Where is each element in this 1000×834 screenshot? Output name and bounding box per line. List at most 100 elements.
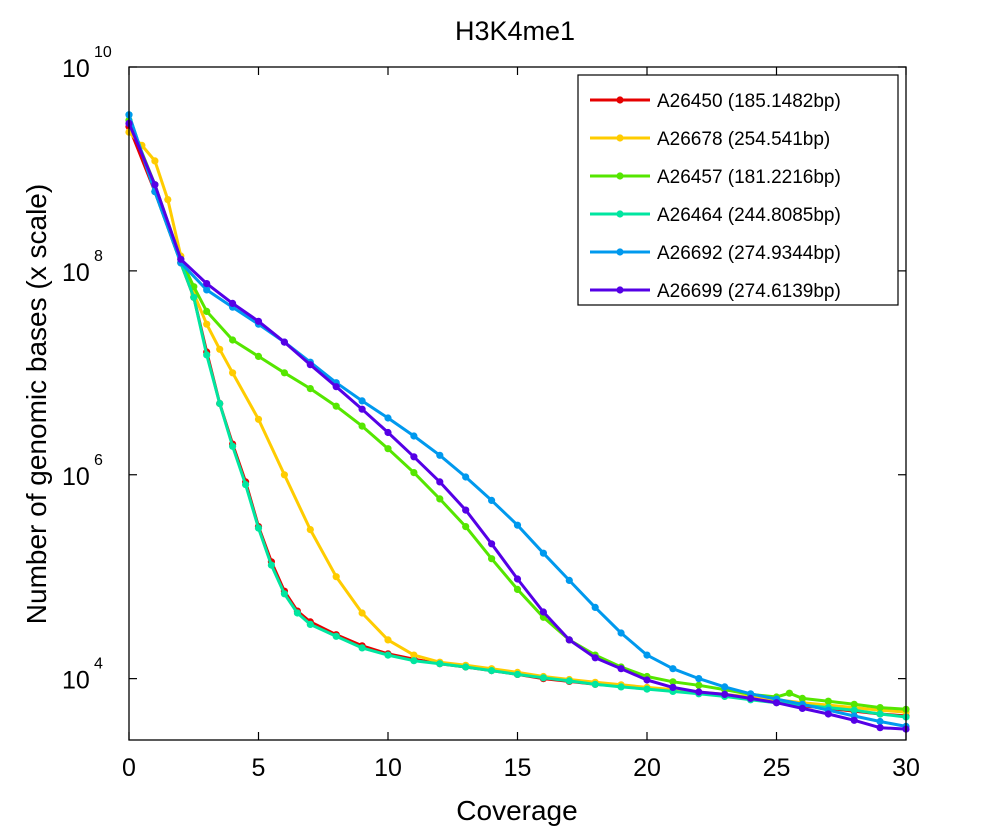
- data-point: [565, 636, 573, 644]
- data-point: [876, 717, 884, 726]
- data-point: [747, 694, 755, 703]
- data-point: [824, 697, 832, 705]
- data-point: [591, 680, 599, 688]
- data-point: [358, 609, 366, 617]
- data-point: [254, 317, 263, 325]
- data-point: [798, 694, 807, 703]
- legend-label: A26699 (274.6139bp): [657, 281, 841, 302]
- data-point: [488, 540, 496, 548]
- data-point: [229, 336, 237, 344]
- data-point: [306, 526, 314, 534]
- data-point: [876, 710, 884, 718]
- data-point: [229, 369, 237, 377]
- data-point: [151, 157, 159, 165]
- data-point: [721, 690, 729, 699]
- data-point: [436, 495, 444, 503]
- chart-title: H3K4me1: [455, 16, 575, 46]
- legend-label: A26450 (185.1482bp): [657, 91, 841, 112]
- legend-box: [577, 74, 899, 306]
- y-tick-label: 10: [62, 259, 90, 287]
- legend-marker: [616, 96, 624, 104]
- data-point: [488, 667, 496, 675]
- data-point: [384, 445, 392, 453]
- data-point: [384, 636, 392, 644]
- data-point: [384, 414, 392, 422]
- data-point: [203, 280, 211, 288]
- data-point: [721, 683, 729, 691]
- data-point: [643, 676, 651, 684]
- data-point: [229, 299, 237, 307]
- y-tick-label: 10: [62, 463, 90, 491]
- data-point: [617, 665, 625, 673]
- data-point: [436, 660, 444, 668]
- data-point: [669, 683, 677, 692]
- data-point: [462, 506, 470, 514]
- data-point: [876, 724, 884, 732]
- data-point: [513, 585, 522, 594]
- data-point: [513, 575, 522, 583]
- data-point: [280, 471, 288, 479]
- data-point: [565, 576, 573, 585]
- data-point: [850, 700, 858, 708]
- data-point: [384, 428, 392, 437]
- data-point: [513, 521, 522, 529]
- data-point: [242, 481, 250, 489]
- data-point: [384, 651, 392, 659]
- legend-label: A26464 (244.8085bp): [657, 205, 841, 226]
- legend-label: A26678 (254.541bp): [657, 129, 830, 150]
- data-point: [617, 629, 625, 637]
- data-point: [798, 704, 807, 713]
- data-point: [850, 706, 858, 714]
- data-point: [358, 422, 366, 430]
- data-point: [695, 675, 703, 683]
- data-point: [695, 688, 703, 696]
- data-point: [190, 293, 198, 301]
- data-point: [267, 561, 275, 569]
- y-tick-label: 10: [62, 667, 90, 695]
- data-point: [151, 181, 159, 189]
- data-point: [462, 663, 470, 671]
- y-tick-exponent: 4: [94, 656, 103, 673]
- data-point: [539, 549, 548, 557]
- data-point: [280, 369, 288, 377]
- data-point: [513, 670, 522, 679]
- legend: A26450 (185.1482bp) A26678 (254.541bp) A26…: [577, 74, 899, 306]
- data-point: [216, 345, 224, 353]
- data-point: [462, 523, 470, 531]
- data-point: [254, 524, 263, 532]
- data-point: [358, 397, 366, 405]
- data-point: [876, 704, 884, 712]
- data-point: [332, 383, 340, 391]
- data-point: [203, 286, 211, 294]
- data-point: [410, 453, 418, 461]
- data-point: [306, 620, 314, 629]
- data-point: [643, 685, 651, 693]
- x-tick-label: 30: [892, 754, 920, 782]
- data-point: [358, 644, 366, 652]
- data-point: [293, 609, 301, 617]
- x-tick-label: 10: [374, 754, 402, 782]
- data-point: [254, 415, 263, 423]
- data-point: [177, 255, 185, 263]
- data-point: [203, 320, 211, 328]
- data-point: [539, 608, 548, 616]
- data-point: [229, 442, 237, 450]
- data-point: [306, 385, 314, 393]
- legend-marker: [616, 210, 624, 218]
- x-axis: 0 5 10 15 20 25 30: [122, 67, 920, 782]
- data-point: [216, 399, 224, 408]
- data-point: [436, 451, 444, 459]
- y-tick-exponent: 10: [94, 44, 112, 61]
- data-point: [591, 603, 599, 612]
- legend-label: A26457 (181.2216bp): [657, 167, 841, 188]
- data-point: [772, 699, 781, 707]
- data-point: [410, 432, 418, 440]
- data-point: [254, 352, 263, 360]
- data-point: [785, 689, 794, 697]
- data-point: [203, 351, 211, 359]
- data-point: [669, 678, 677, 686]
- data-point: [462, 473, 470, 481]
- data-point: [617, 683, 625, 691]
